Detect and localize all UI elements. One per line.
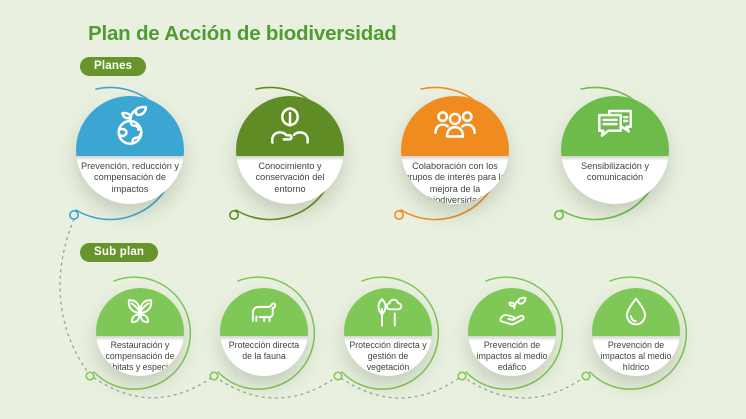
page-title: Plan de Acción de biodiversidad — [88, 22, 397, 45]
plan-circle: Conocimiento y conservación del entorno — [236, 96, 344, 204]
hand-sprout-icon — [499, 296, 527, 326]
plan-circle: Prevención, reducción y compensación de … — [76, 96, 184, 204]
subplan-circle-header — [592, 288, 680, 341]
plan-circle-header — [76, 96, 184, 161]
subplan-label: Prevención de impactos al medio edáfico — [476, 340, 548, 372]
swirl-accent — [333, 276, 440, 390]
subplan-circle-header — [344, 288, 432, 341]
subplan-card-vegetacion: Protección directa y gestión de vegetaci… — [318, 276, 458, 416]
subplan-card-restauracion: Restauración y compensación de hábitats … — [70, 276, 210, 416]
planes-badge: Planes — [80, 57, 147, 76]
swirl-accent — [209, 276, 316, 390]
subplan-circle: Restauración y compensación de hábitats … — [96, 288, 184, 376]
subplan-card-edafico: Prevención de impactos al medio edáfico — [442, 276, 582, 416]
subplan-badge: Sub plan — [80, 243, 159, 262]
hands-leaf-icon — [270, 107, 310, 144]
people-group-icon — [434, 111, 476, 138]
subplan-circle: Prevención de impactos al medio edáfico — [468, 288, 556, 376]
plan-card-colaboracion: Colaboración con los grupos de interés p… — [375, 86, 535, 244]
subplan-circle-header — [220, 288, 308, 341]
plan-label: Prevención, reducción y compensación de … — [80, 161, 180, 194]
plan-label: Conocimiento y conservación del entorno — [255, 161, 325, 194]
subplan-circle-header — [96, 288, 184, 341]
plan-circle: Sensibilización y comunicación — [561, 96, 669, 204]
subplan-label: Protección directa de la fauna — [228, 340, 300, 361]
subplan-label: Prevención de impactos al medio hídrico — [600, 340, 672, 372]
subplan-circle: Prevención de impactos al medio hídrico — [592, 288, 680, 376]
plan-label: Colaboración con los grupos de interés p… — [404, 161, 506, 204]
plan-circle-header — [236, 96, 344, 161]
subplan-circle: Protección directa y gestión de vegetaci… — [344, 288, 432, 376]
plan-label: Sensibilización y comunicación — [581, 161, 649, 183]
subplan-circle: Protección directa de la fauna — [220, 288, 308, 376]
chat-bubbles-icon — [598, 109, 632, 137]
subplan-card-hidrico: Prevención de impactos al medio hídrico — [566, 276, 706, 416]
plan-card-sensibilizacion: Sensibilización y comunicación — [535, 86, 695, 244]
subplan-circle-header — [468, 288, 556, 341]
trees-icon — [377, 298, 403, 327]
water-drop-icon — [626, 297, 646, 326]
plan-circle-header — [561, 96, 669, 161]
plan-card-conocimiento: Conocimiento y conservación del entorno — [210, 86, 370, 244]
earth-plant-icon — [117, 105, 148, 145]
swirl-accent — [581, 276, 688, 390]
plan-circle: Colaboración con los grupos de interés p… — [401, 96, 509, 204]
bear-icon — [251, 302, 277, 322]
butterfly-icon — [127, 299, 153, 323]
subplan-label: Protección directa y gestión de vegetaci… — [349, 340, 427, 372]
subplan-card-fauna: Protección directa de la fauna — [194, 276, 334, 416]
plan-circle-header — [401, 96, 509, 161]
plan-card-prevencion: Prevención, reducción y compensación de … — [50, 86, 210, 244]
subplan-label: Restauración y compensación de hábitats … — [102, 340, 178, 372]
swirl-accent — [457, 276, 564, 390]
swirl-accent — [85, 276, 192, 390]
